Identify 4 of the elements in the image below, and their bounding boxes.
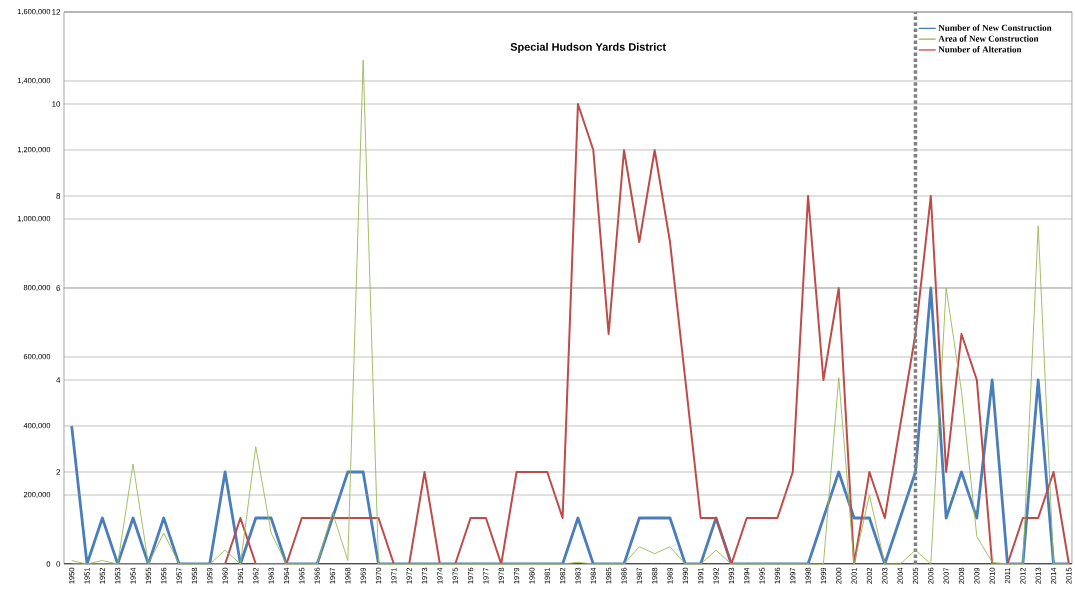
legend-label: Area of New Construction	[938, 35, 1039, 42]
legend-label: Number of New Construction	[938, 24, 1052, 31]
text: Special Hudson Yards District	[510, 42, 666, 53]
legend-label: Number of Alteration	[938, 46, 1022, 53]
